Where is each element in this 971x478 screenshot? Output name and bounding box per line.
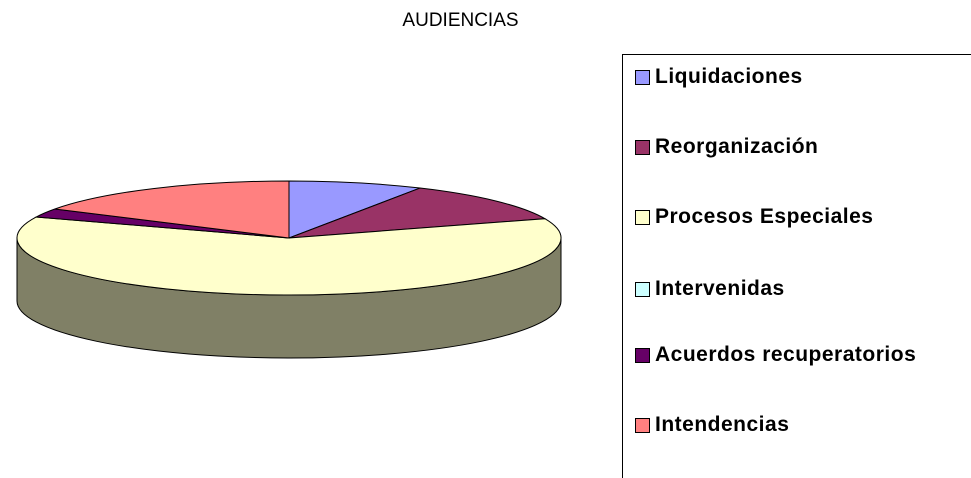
legend-label: Intervenidas	[655, 277, 785, 300]
legend-swatch	[635, 282, 650, 297]
legend-item: Intendencias	[635, 413, 789, 437]
slice	[16, 216, 562, 296]
pie-tops	[16, 180, 562, 296]
chart-title: AUDIENCIAS	[402, 10, 519, 31]
legend-item: Reorganización	[635, 135, 818, 159]
slice	[54, 180, 290, 239]
legend-label: Intendencias	[655, 413, 790, 436]
legend-item: Acuerdos recuperatorios	[635, 343, 916, 367]
legend-item: Procesos Especiales	[635, 205, 873, 229]
legend-swatch	[635, 210, 650, 225]
legend-item: Liquidaciones	[635, 65, 803, 89]
legend-label: Acuerdos recuperatorios	[655, 343, 917, 366]
legend-label: Procesos Especiales	[655, 205, 874, 228]
slice	[288, 180, 421, 239]
legend-swatch	[635, 140, 650, 155]
legend: Liquidaciones Reorganización Procesos Espe…	[622, 54, 971, 478]
legend-swatch	[635, 70, 650, 85]
slice	[288, 187, 547, 239]
legend-item: Intervenidas	[635, 277, 785, 301]
legend-swatch	[635, 418, 650, 433]
legend-label: Liquidaciones	[655, 65, 803, 88]
legend-label: Reorganización	[655, 135, 819, 158]
legend-swatch	[635, 348, 650, 363]
